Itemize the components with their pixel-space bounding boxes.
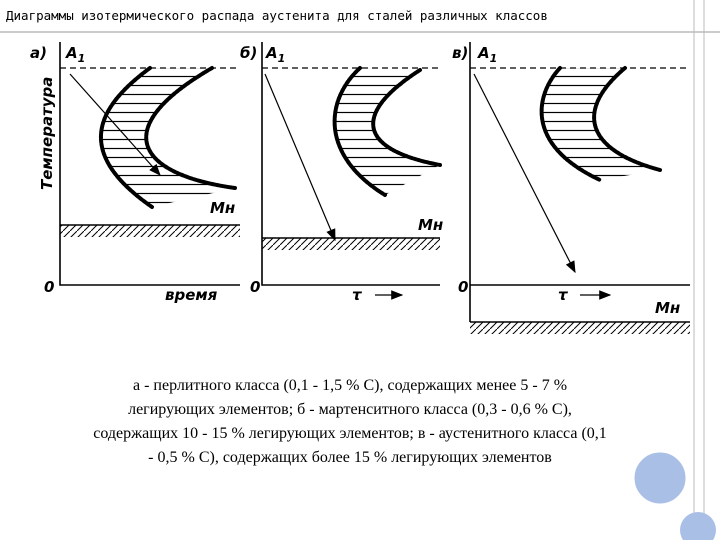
a1-sub: 1: [490, 52, 498, 65]
panel-a: а) A1 Мн 0 время Температура: [30, 42, 240, 304]
panel-label: б): [240, 44, 257, 62]
y-label: Температура: [38, 77, 56, 190]
x-label: время: [165, 286, 218, 304]
panel-b: б) A1 Мн 0 τ: [240, 42, 443, 304]
a1-label: A1: [477, 44, 497, 65]
title: Диаграммы изотермического распада аустен…: [6, 8, 548, 23]
origin: 0: [250, 278, 260, 296]
caption-line: - 0,5 % С), содержащих более 15 % легиру…: [148, 449, 552, 466]
panel-c: в) A1 Мн 0 τ: [452, 42, 690, 334]
ms-label: Мн: [655, 299, 680, 317]
decor-circle: [631, 449, 689, 507]
origin: 0: [44, 278, 54, 296]
caption-line: а - перлитного класса (0,1 - 1,5 % С), с…: [133, 377, 567, 394]
a1-sub: 1: [278, 52, 286, 65]
cooling-arrow: [473, 73, 576, 274]
cooling-arrow: [264, 73, 336, 242]
caption: а - перлитного класса (0,1 - 1,5 % С), с…: [93, 377, 607, 466]
end-curve: [592, 66, 662, 172]
start-curve: [332, 66, 387, 197]
a1: A: [477, 44, 490, 62]
x-label: τ: [558, 286, 568, 304]
panel-label: в): [452, 44, 468, 62]
ms-label: Мн: [418, 216, 443, 234]
a1-label: A1: [265, 44, 285, 65]
cooling-arrow: [69, 73, 161, 176]
decor-circle: [680, 512, 716, 540]
axes: [59, 42, 240, 286]
caption-line: легирующих элементов; б - мартенситного …: [128, 401, 572, 418]
end-curve: [371, 68, 442, 167]
a1: A: [65, 44, 78, 62]
a1: A: [265, 44, 278, 62]
ms-label: Мн: [210, 199, 235, 217]
ms-hatch: [60, 225, 240, 237]
hatch: [334, 68, 440, 195]
ms-hatch: [470, 322, 690, 334]
end-curve: [144, 66, 237, 190]
axes: [469, 42, 690, 322]
a1-sub: 1: [78, 52, 86, 65]
hatch: [100, 68, 235, 207]
x-label: τ: [352, 286, 362, 304]
caption-line: содержащих 10 - 15 % легирующих элементо…: [93, 425, 607, 442]
panel-label: а): [30, 44, 47, 62]
hatch: [541, 68, 660, 180]
a1-label: A1: [65, 44, 85, 65]
axes: [261, 42, 440, 286]
ms-hatch: [262, 238, 440, 250]
start-curve: [539, 66, 602, 182]
start-curve: [99, 66, 154, 209]
origin: 0: [458, 278, 468, 296]
